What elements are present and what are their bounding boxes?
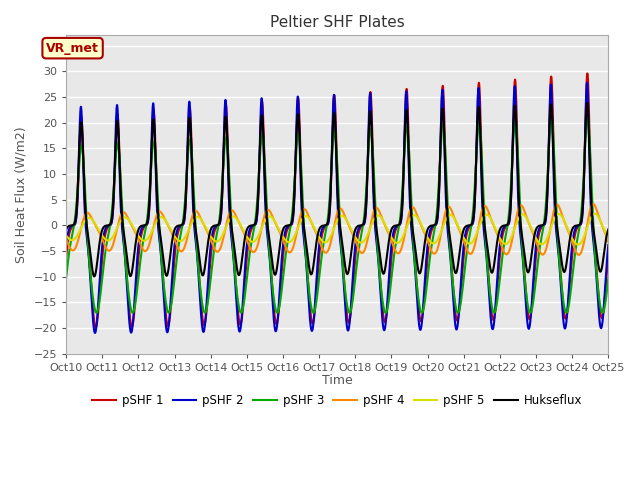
- pSHF 4: [294, 226, 301, 232]
- pSHF 4: [536, 247, 543, 253]
- pSHF 2: [62, 243, 70, 249]
- Text: VR_met: VR_met: [46, 42, 99, 55]
- Hukseflux: [294, 112, 301, 118]
- pSHF 3: [270, 299, 278, 304]
- pSHF 3: [62, 276, 70, 281]
- pSHF 4: [575, 252, 582, 258]
- pSHF 4: [604, 239, 612, 245]
- pSHF 1: [156, 242, 164, 248]
- pSHF 1: [294, 98, 301, 104]
- pSHF 5: [574, 242, 582, 248]
- pSHF 1: [594, 286, 602, 291]
- pSHF 2: [604, 242, 612, 248]
- pSHF 5: [124, 216, 132, 222]
- pSHF 5: [270, 217, 278, 223]
- pSHF 4: [62, 236, 70, 242]
- Hukseflux: [594, 260, 602, 266]
- Hukseflux: [90, 274, 98, 279]
- X-axis label: Time: Time: [322, 374, 353, 387]
- Hukseflux: [270, 271, 278, 276]
- pSHF 5: [594, 213, 602, 219]
- pSHF 4: [156, 209, 164, 215]
- pSHF 2: [91, 330, 99, 336]
- pSHF 5: [62, 233, 70, 239]
- pSHF 2: [294, 94, 301, 99]
- pSHF 2: [156, 245, 164, 251]
- pSHF 1: [270, 309, 278, 314]
- pSHF 3: [93, 310, 100, 315]
- Hukseflux: [604, 227, 612, 232]
- Hukseflux: [124, 264, 132, 269]
- pSHF 1: [92, 324, 100, 330]
- pSHF 4: [270, 217, 278, 223]
- pSHF 1: [62, 256, 70, 262]
- Hukseflux: [156, 232, 164, 238]
- pSHF 1: [584, 71, 591, 76]
- pSHF 3: [124, 287, 132, 292]
- pSHF 5: [604, 236, 612, 241]
- pSHF 3: [584, 114, 591, 120]
- Line: pSHF 4: pSHF 4: [66, 204, 608, 255]
- pSHF 1: [536, 229, 543, 235]
- pSHF 5: [536, 240, 543, 246]
- pSHF 3: [156, 240, 164, 245]
- pSHF 3: [594, 286, 602, 292]
- pSHF 2: [124, 302, 132, 308]
- Title: Peltier SHF Plates: Peltier SHF Plates: [270, 15, 404, 30]
- pSHF 5: [294, 226, 301, 232]
- Line: Hukseflux: Hukseflux: [66, 103, 608, 276]
- pSHF 4: [594, 211, 602, 217]
- pSHF 5: [591, 211, 599, 216]
- Legend: pSHF 1, pSHF 2, pSHF 3, pSHF 4, pSHF 5, Hukseflux: pSHF 1, pSHF 2, pSHF 3, pSHF 4, pSHF 5, …: [88, 389, 587, 411]
- pSHF 5: [156, 215, 164, 220]
- Line: pSHF 5: pSHF 5: [66, 214, 608, 245]
- Hukseflux: [583, 100, 591, 106]
- Hukseflux: [536, 223, 543, 228]
- pSHF 2: [594, 299, 602, 304]
- pSHF 1: [124, 292, 132, 298]
- Hukseflux: [62, 227, 70, 233]
- pSHF 2: [583, 80, 591, 85]
- Y-axis label: Soil Heat Flux (W/m2): Soil Heat Flux (W/m2): [15, 126, 28, 263]
- pSHF 1: [604, 252, 612, 258]
- pSHF 3: [536, 247, 543, 253]
- pSHF 3: [294, 132, 301, 138]
- pSHF 4: [124, 215, 132, 221]
- Line: pSHF 2: pSHF 2: [66, 83, 608, 333]
- pSHF 2: [270, 321, 278, 326]
- Line: pSHF 1: pSHF 1: [66, 73, 608, 327]
- pSHF 4: [589, 201, 597, 207]
- Line: pSHF 3: pSHF 3: [66, 117, 608, 312]
- pSHF 2: [536, 226, 543, 231]
- pSHF 3: [604, 276, 612, 281]
